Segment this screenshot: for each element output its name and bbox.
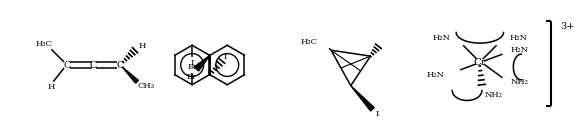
Text: H₃C: H₃C <box>300 38 317 46</box>
Text: C: C <box>90 60 97 70</box>
Text: H₂N: H₂N <box>511 46 528 54</box>
Text: I: I <box>223 53 227 61</box>
Text: H₂N: H₂N <box>432 34 450 42</box>
Text: I: I <box>375 110 379 118</box>
Polygon shape <box>194 55 210 71</box>
Text: Br: Br <box>187 63 197 71</box>
Text: C: C <box>117 60 124 70</box>
Text: H₃C: H₃C <box>36 40 53 48</box>
Text: NH₂: NH₂ <box>511 78 528 86</box>
Text: H: H <box>48 83 55 91</box>
Text: CH₃: CH₃ <box>137 82 154 90</box>
Text: Br: Br <box>186 73 197 81</box>
Text: 3+: 3+ <box>561 22 575 31</box>
Text: H₂N: H₂N <box>509 34 527 42</box>
Text: Cr: Cr <box>473 58 486 67</box>
Text: H: H <box>138 42 145 50</box>
Text: NH₂: NH₂ <box>485 91 503 99</box>
Text: I: I <box>190 59 194 67</box>
Polygon shape <box>351 86 374 111</box>
Text: C: C <box>63 60 71 70</box>
Polygon shape <box>122 67 139 83</box>
Text: H₂N: H₂N <box>427 71 444 79</box>
